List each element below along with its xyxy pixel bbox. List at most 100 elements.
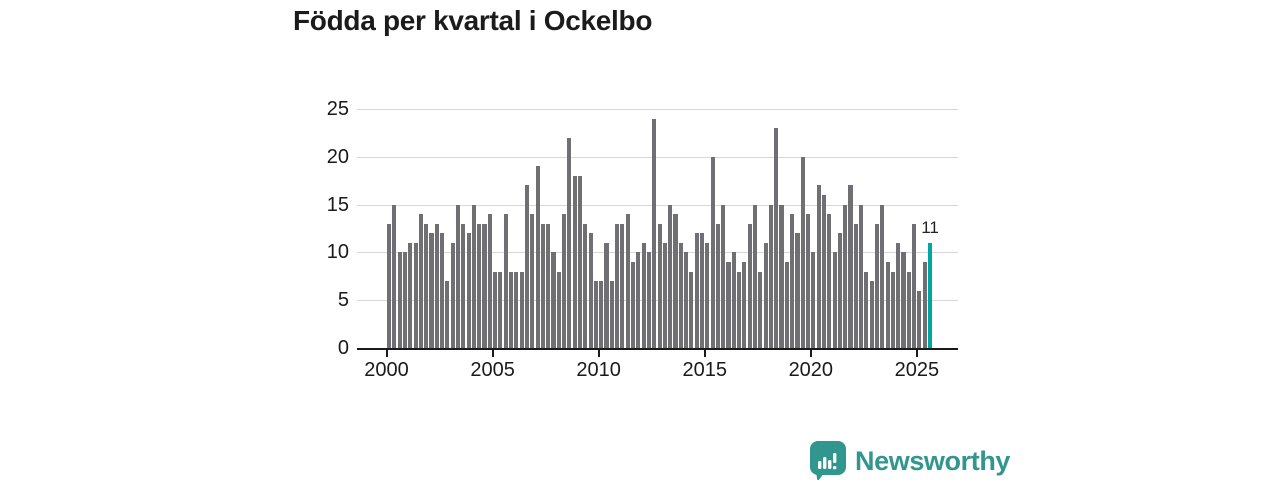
bar-quarter (546, 223, 551, 348)
x-axis-tick-2015 (703, 350, 706, 357)
bar-quarter (689, 271, 694, 348)
x-axis-tick-label-2000: 2000 (364, 359, 409, 381)
bar-quarter (498, 271, 503, 348)
bar-quarter (715, 223, 720, 348)
bar-quarter (885, 261, 890, 348)
bar-quarter (567, 137, 572, 348)
bar-quarter (445, 281, 450, 348)
y-axis-tick-label: 20 (326, 145, 349, 168)
x-axis-tick-label-2005: 2005 (470, 359, 515, 381)
bar-quarter (763, 242, 768, 348)
bar-quarter (806, 214, 811, 348)
bar-quarter (387, 223, 392, 348)
bar-quarter (588, 233, 593, 348)
bar-quarter (503, 214, 508, 348)
bar-quarter (837, 233, 842, 348)
bar-quarter (413, 242, 418, 348)
bar-quarter (450, 242, 455, 348)
bar-quarter (604, 242, 609, 348)
bar-quarter (461, 223, 466, 348)
bar-quarter (508, 271, 514, 348)
x-axis-tick-label-2015: 2015 (682, 359, 727, 381)
bar-quarter (434, 223, 439, 348)
bar-quarter (477, 223, 482, 348)
bar-quarter (482, 223, 487, 348)
bar-quarter (752, 204, 758, 348)
bar-quarter (392, 204, 397, 348)
x-axis-tick-2025 (915, 350, 918, 357)
gridline-y-25 (357, 109, 958, 110)
bar-quarter (917, 290, 922, 348)
bar-quarter (652, 118, 657, 348)
bar-quarter (869, 281, 874, 348)
newsworthy-logo-link[interactable]: Newsworthy (810, 441, 1010, 480)
bar-quarter (599, 281, 604, 348)
x-axis-tick-label-2020: 2020 (788, 359, 834, 381)
y-axis-tick-label: 0 (337, 337, 349, 359)
bar-quarter (556, 271, 561, 348)
x-axis-tick-2010 (597, 350, 600, 357)
bar-quarter (768, 204, 773, 348)
bar-quarter (864, 271, 869, 348)
bar-quarter (790, 214, 795, 348)
bar-quarter (530, 214, 535, 348)
y-axis-tick-label: 10 (326, 241, 349, 264)
bar-quarter (429, 233, 434, 348)
bar-quarter (493, 271, 498, 348)
chart-title: Födda per kvartal i Ockelbo (293, 5, 653, 36)
bar-quarter (779, 204, 784, 348)
bar-quarter (880, 204, 885, 348)
bar-quarter (684, 252, 689, 348)
bar-quarter (662, 242, 667, 348)
bar-quarter (721, 204, 726, 348)
bar-quarter (859, 204, 864, 348)
bar-quarter (710, 156, 715, 348)
x-axis-tick-2020 (809, 350, 812, 357)
bar-quarter (758, 271, 763, 348)
bar-quarter (524, 185, 529, 348)
bar-quarter (620, 223, 625, 348)
bar-quarter (726, 261, 731, 348)
x-axis-tick-label-2025: 2025 (894, 359, 940, 381)
newsworthy-logo-text: Newsworthy (855, 446, 1011, 476)
bar-quarter (731, 252, 736, 348)
bar-quarter (625, 214, 630, 348)
x-axis-line (357, 348, 958, 350)
highlight-value-label: 11 (921, 217, 939, 237)
bar-quarter (630, 261, 636, 348)
bar-quarter (641, 242, 646, 348)
bar-quarter (455, 204, 461, 348)
bar-quarter (821, 195, 827, 348)
bar-quarter (418, 214, 423, 348)
bar-quarter (694, 233, 699, 348)
bar-quarter (906, 271, 911, 348)
x-axis-tick-2000 (385, 350, 388, 357)
bar-quarter (890, 271, 895, 348)
bar-quarter (609, 281, 614, 348)
bar-quarter (668, 204, 673, 348)
bar-quarter (551, 252, 556, 348)
bar-quarter (562, 214, 567, 348)
bar-quarter (583, 223, 588, 348)
bar-quarter (657, 223, 662, 348)
bar-quarter (874, 223, 880, 348)
bar-quarter (699, 233, 705, 348)
bar-quarter (615, 223, 620, 348)
bar-quarter (705, 242, 710, 348)
bar-quarter (853, 223, 858, 348)
bar-quarter (440, 233, 445, 348)
bar-quarter (636, 252, 641, 348)
x-axis-tick-2005 (491, 350, 494, 357)
gridline-y-20 (357, 156, 958, 158)
gridline-y-15 (357, 204, 958, 206)
bar-quarter (646, 252, 651, 348)
bar-quarter (896, 242, 901, 348)
bar-quarter (514, 271, 519, 348)
bar-quarter (811, 252, 816, 348)
newsworthy-logo-icon (810, 441, 846, 480)
bar-quarter (471, 204, 476, 348)
bar-quarter (784, 261, 789, 348)
bar-quarter (572, 175, 577, 348)
bar-quarter (402, 252, 407, 348)
